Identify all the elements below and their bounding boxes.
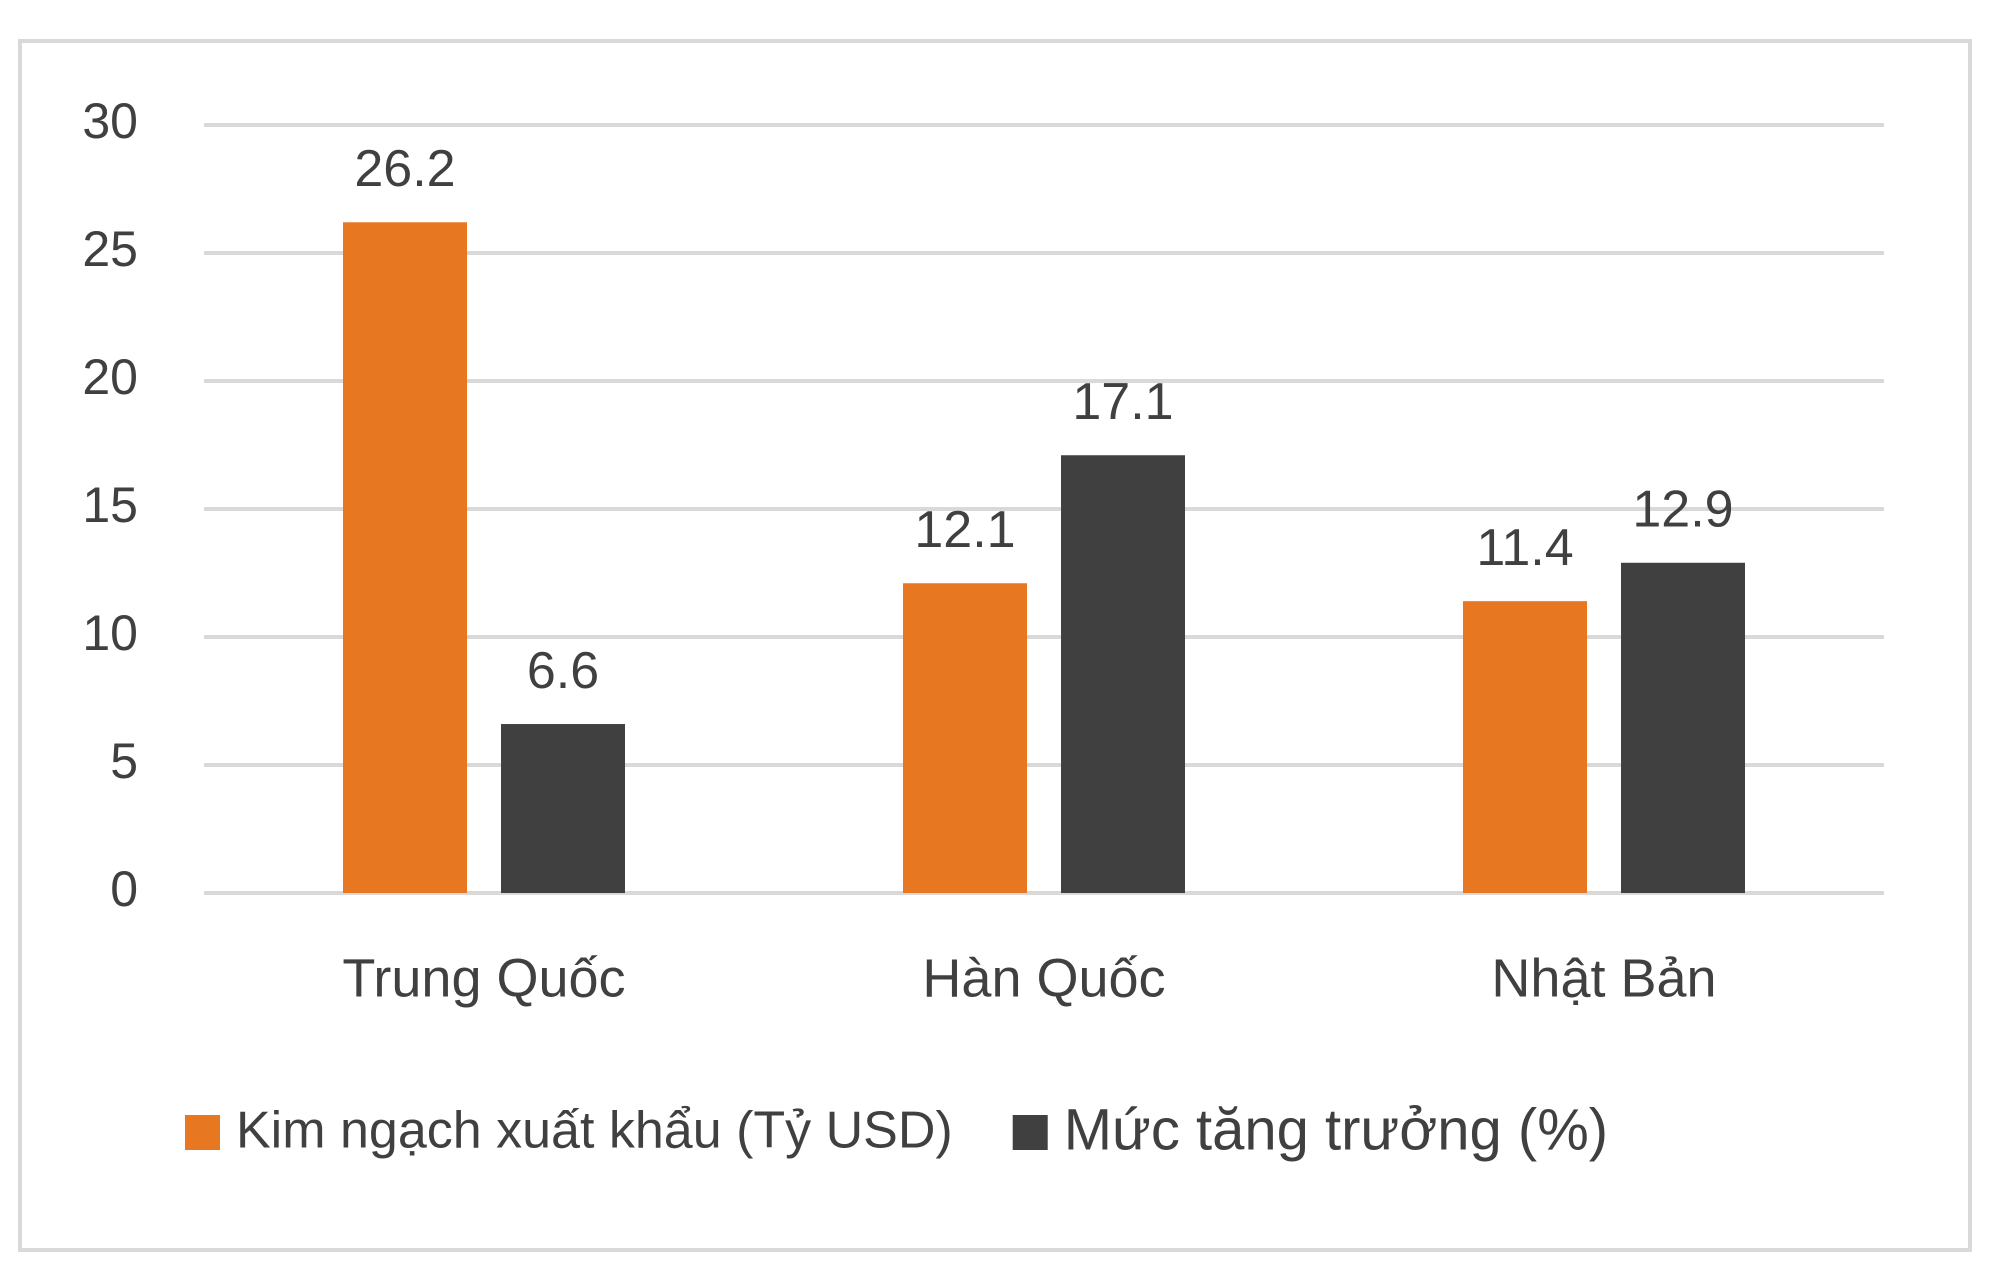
data-label: 12.1 (914, 501, 1015, 559)
data-label: 26.2 (354, 140, 455, 198)
bar (1463, 601, 1587, 893)
bar (343, 222, 467, 893)
bar (1061, 455, 1185, 893)
legend-label: Mức tăng trưởng (%) (1064, 1097, 1608, 1162)
y-tick-label: 30 (82, 93, 138, 149)
legend-swatch (185, 1115, 220, 1150)
data-label: 12.9 (1632, 480, 1733, 538)
legend-label: Kim ngạch xuất khẩu (Tỷ USD) (236, 1102, 953, 1160)
data-label: 6.6 (527, 642, 599, 700)
data-label: 17.1 (1072, 373, 1173, 431)
y-tick-label: 25 (82, 221, 138, 277)
legend-swatch (1012, 1115, 1048, 1150)
x-tick-label: Nhật Bản (1491, 948, 1716, 1008)
x-tick-label: Trung Quốc (342, 948, 625, 1008)
y-tick-label: 20 (82, 349, 138, 405)
y-tick-label: 15 (82, 477, 138, 533)
x-tick-label: Hàn Quốc (922, 948, 1165, 1008)
y-tick-label: 0 (110, 861, 138, 917)
y-tick-label: 5 (110, 733, 138, 789)
bar (501, 724, 625, 893)
bar (1621, 562, 1745, 893)
bar (903, 583, 1027, 893)
data-label: 11.4 (1476, 519, 1573, 577)
y-tick-label: 10 (82, 605, 138, 661)
